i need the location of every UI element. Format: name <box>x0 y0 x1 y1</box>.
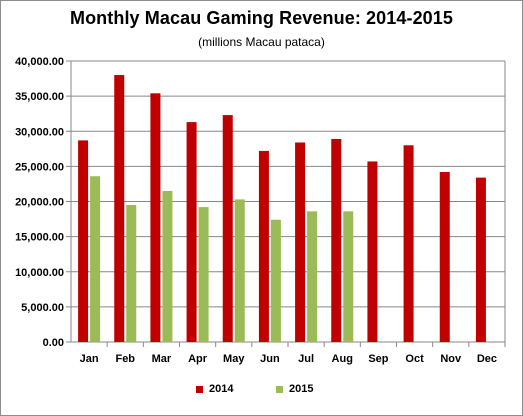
y-tick-label: 5,000.00 <box>21 302 64 314</box>
y-tick-label: 40,000.00 <box>15 56 64 68</box>
legend-item-2015: 2015 <box>276 383 313 395</box>
y-tick-label: 20,000.00 <box>15 197 64 209</box>
legend-swatch-2014 <box>196 385 203 393</box>
bar-2014-Jan <box>78 140 89 342</box>
bar-2014-Dec <box>475 177 486 342</box>
y-tick-label: 35,000.00 <box>15 91 64 103</box>
x-tick-label: Feb <box>115 353 135 365</box>
x-tick-label: Nov <box>440 353 462 365</box>
chart-title: Monthly Macau Gaming Revenue: 2014-2015 <box>69 8 454 28</box>
legend-label-2014: 2014 <box>209 383 234 395</box>
bar-2015-Mar <box>162 190 173 342</box>
bar-2015-May <box>234 199 245 342</box>
x-tick-label: Mar <box>152 353 172 365</box>
bar-2015-Jan <box>90 176 101 342</box>
bar-2014-Jul <box>295 142 306 342</box>
bar-2014-Oct <box>403 145 414 342</box>
legend-swatch-2015 <box>276 385 283 393</box>
x-tick-label: Jul <box>298 353 314 365</box>
x-tick-label: Dec <box>477 353 497 365</box>
bar-2014-Mar <box>150 93 161 342</box>
legend: 2014 2015 <box>0 383 523 399</box>
bar-2015-Feb <box>126 205 137 342</box>
bar-2014-Nov <box>439 171 450 342</box>
legend-label-2015: 2015 <box>289 383 314 395</box>
bar-2014-Sep <box>367 161 378 342</box>
y-tick-label: 25,000.00 <box>15 161 64 173</box>
y-tick-label: 15,000.00 <box>15 232 64 244</box>
x-tick-label: Oct <box>405 353 424 365</box>
x-tick-label: Apr <box>188 353 208 365</box>
bar-2015-Apr <box>198 207 209 342</box>
x-tick-label: May <box>223 353 245 365</box>
y-tick-label: 10,000.00 <box>15 267 64 279</box>
x-tick-label: Jan <box>80 353 99 365</box>
bar-2015-Jun <box>270 219 281 342</box>
chart-subtitle: (millions Macau pataca) <box>198 35 325 49</box>
bar-2014-Aug <box>331 138 342 342</box>
bar-2014-Apr <box>186 122 197 343</box>
x-tick-label: Sep <box>368 353 388 365</box>
bar-2015-Jul <box>307 211 318 342</box>
bar-2014-Jun <box>258 150 269 342</box>
y-tick-label: 30,000.00 <box>15 126 64 138</box>
bar-2014-May <box>222 115 233 342</box>
legend-item-2014: 2014 <box>196 383 233 395</box>
bar-2014-Feb <box>114 75 125 343</box>
bar-2015-Aug <box>343 211 354 342</box>
x-tick-label: Jun <box>260 353 280 365</box>
x-tick-label: Aug <box>332 353 353 365</box>
y-tick-label: 0.00 <box>43 337 64 349</box>
